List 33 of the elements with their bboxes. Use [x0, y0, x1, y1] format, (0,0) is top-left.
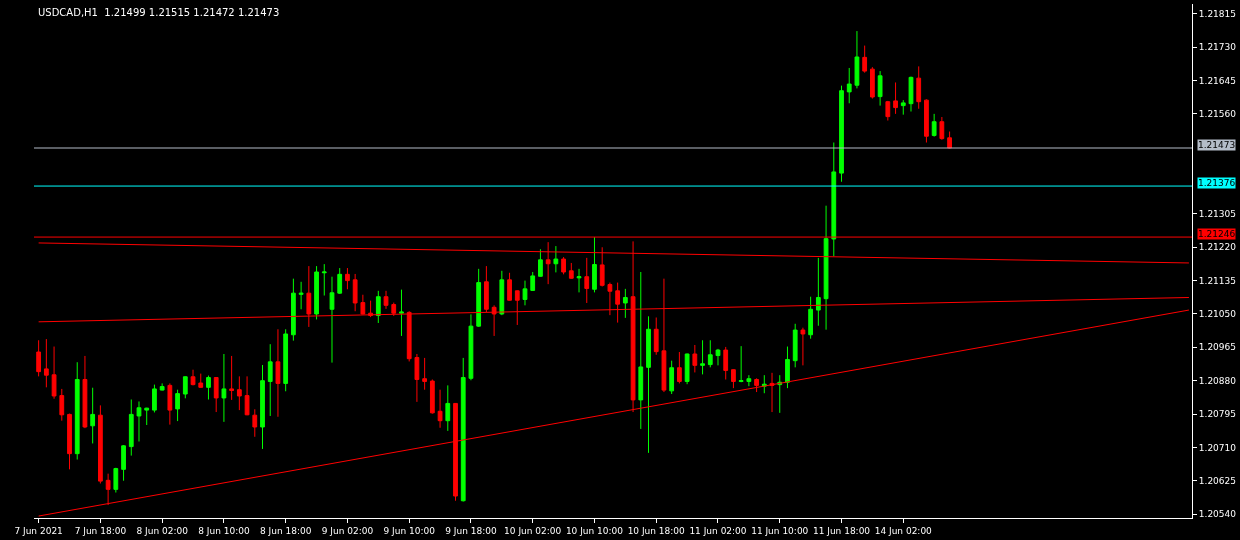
x-tick-label: 11 Jun 18:00	[812, 525, 871, 536]
x-tick-label: 9 Jun 18:00	[445, 525, 497, 536]
y-tick-label: 1.21815	[1198, 8, 1237, 19]
x-tick-label: 11 Jun 10:00	[751, 525, 809, 536]
x-tick-label: 8 Jun 18:00	[259, 525, 312, 536]
x-tick-label: 9 Jun 10:00	[383, 525, 436, 536]
y-tick-label: 1.20710	[1198, 442, 1237, 453]
x-tick-label: 8 Jun 10:00	[198, 525, 250, 536]
x-tick-label: 7 Jun 2021	[14, 525, 63, 536]
chart-title: USDCAD,H1 1.21499 1.21515 1.21472 1.21473	[38, 7, 280, 18]
y-tick-label: 1.21560	[1198, 109, 1237, 120]
x-tick-label: 9 Jun 02:00	[321, 525, 374, 536]
ref-line-label: 1.21376	[1198, 178, 1236, 188]
x-tick-label: 10 Jun 10:00	[565, 525, 624, 536]
y-tick-label: 1.21645	[1198, 75, 1237, 86]
y-tick-label: 1.20965	[1198, 342, 1237, 353]
x-tick-label: 7 Jun 18:00	[74, 525, 127, 536]
x-tick-label: 14 Jun 02:00	[874, 525, 933, 536]
ref-line-label: 1.21473	[1198, 140, 1236, 150]
ref-line-label: 1.21246	[1198, 229, 1236, 239]
x-tick-label: 10 Jun 18:00	[627, 525, 686, 536]
x-tick-label: 10 Jun 02:00	[504, 525, 562, 536]
y-tick-label: 1.20625	[1198, 475, 1237, 486]
x-tick-label: 8 Jun 02:00	[136, 525, 189, 536]
y-tick-label: 1.21220	[1198, 242, 1237, 253]
y-tick-label: 1.20540	[1198, 509, 1237, 520]
y-tick-label: 1.20795	[1198, 409, 1237, 420]
x-tick-label: 11 Jun 02:00	[689, 525, 747, 536]
y-tick-label: 1.21730	[1198, 42, 1237, 53]
y-tick-label: 1.21305	[1198, 209, 1237, 220]
y-tick-label: 1.21135	[1198, 275, 1237, 286]
y-tick-label: 1.20880	[1198, 375, 1237, 386]
y-tick-label: 1.21050	[1198, 309, 1237, 320]
